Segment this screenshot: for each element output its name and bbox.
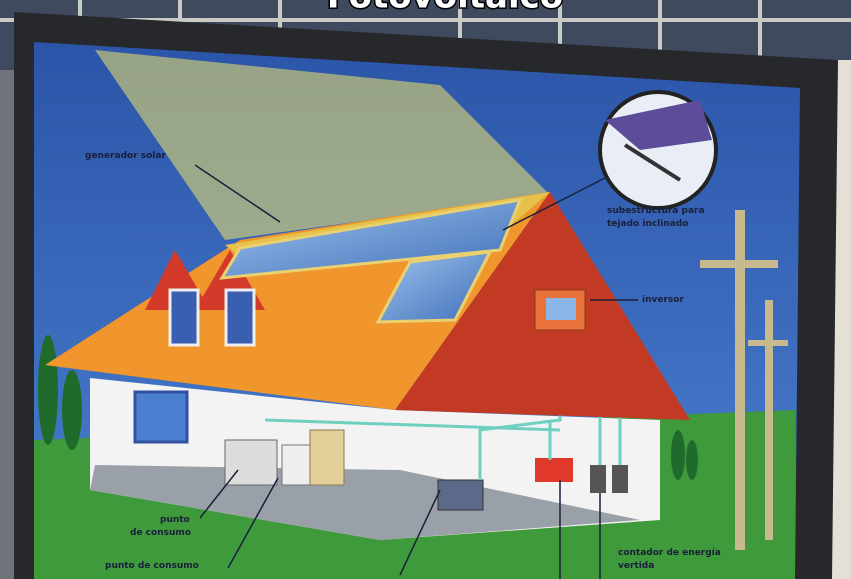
tv [437,479,484,511]
callout-label: tejado inclinado [607,219,688,229]
meter [612,465,628,493]
callout-label: punto de consumo [105,561,199,571]
poster-title: Fotovoltaico [327,0,563,17]
meter-box [535,458,573,482]
callout-label: inversor [642,295,684,305]
fridge [309,429,345,486]
poles [700,210,788,550]
labels: generador solar subestructura para tejado … [85,151,721,571]
inverter-screen [546,298,576,320]
meter [590,465,606,493]
leader-lines [194,164,638,579]
callout-label: punto [160,515,190,525]
sun-beam [95,50,550,240]
callout-label: de consumo [130,528,191,538]
detail-rail [623,143,682,182]
dormer-window [224,288,256,347]
appliance [224,439,278,486]
dormer-window [168,288,200,347]
callout-label: vertida [618,561,654,571]
solar-panel [219,198,523,280]
callout-label: contador de energía [618,548,721,558]
detail-panel [605,100,712,150]
window-pane [133,390,189,444]
callout-label: generador solar [85,151,166,161]
callout-label: subestructura para [607,206,705,216]
solar-panel [375,250,493,324]
washer [281,444,313,486]
